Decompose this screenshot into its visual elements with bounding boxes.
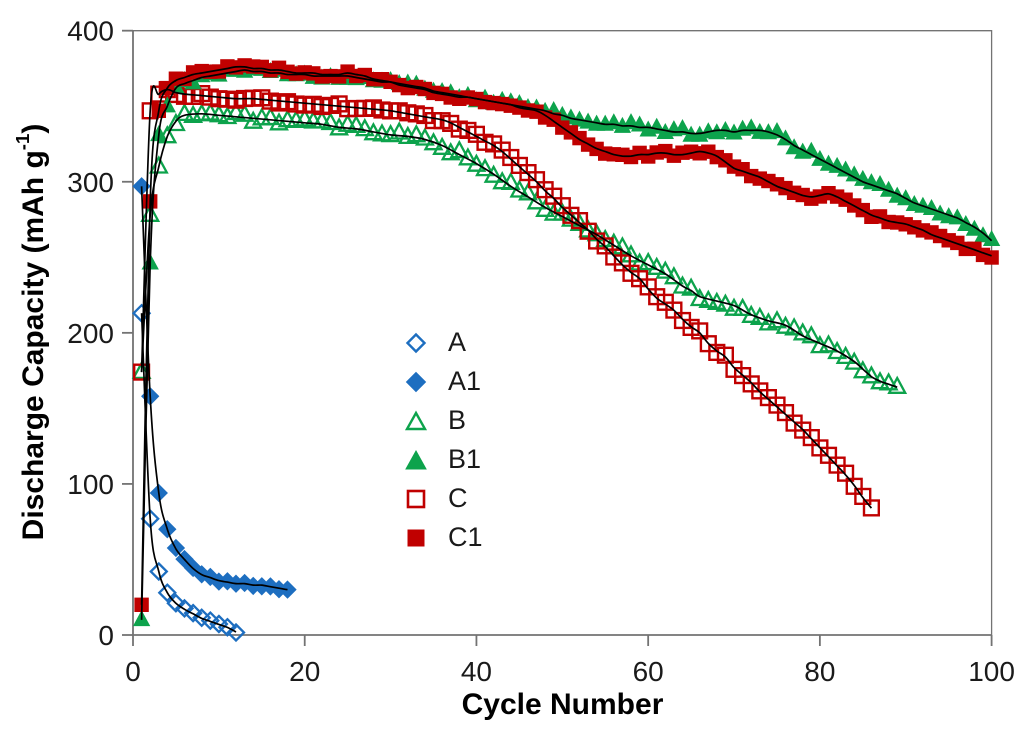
y-axis-title-superscript: -1 <box>12 133 34 151</box>
x-tick-label: 60 <box>633 656 664 687</box>
y-tick-label: 400 <box>67 16 114 47</box>
legend-label-a: A <box>448 327 467 357</box>
legend-item-c1: C1 <box>404 518 483 557</box>
x-tick-label: 100 <box>968 656 1015 687</box>
legend-label-b1: B1 <box>448 444 482 474</box>
series-A1-trend-line <box>140 186 288 591</box>
x-tick-label: 20 <box>289 656 320 687</box>
x-axis-title: Cycle Number <box>461 688 664 721</box>
legend-item-b1: B1 <box>404 440 483 479</box>
series-B-markers <box>131 101 908 394</box>
y-tick-label: 200 <box>67 318 114 349</box>
legend-label-b: B <box>448 405 467 435</box>
legend-item-c: C <box>404 479 483 518</box>
filled-diamond-icon <box>405 371 427 392</box>
open-square-icon <box>406 489 426 508</box>
legend-item-a1: A1 <box>404 362 483 401</box>
y-axis-title: Discharge Capacity (mAh g-1) <box>12 123 51 541</box>
y-tick-label: 300 <box>67 167 114 198</box>
series-A1-markers <box>132 177 297 599</box>
x-tick-label: 0 <box>125 656 141 687</box>
series-B1-trend-line <box>140 69 993 620</box>
trend-lines <box>140 65 993 633</box>
open-triangle-icon <box>404 410 428 430</box>
legend-item-a: A <box>404 323 483 362</box>
series-A-trend-line <box>140 313 237 633</box>
y-axis-title-text: Discharge Capacity (mAh g <box>17 150 50 541</box>
legend-label-a1: A1 <box>448 366 482 396</box>
legend-label-c: C <box>448 483 468 513</box>
filled-square-icon <box>407 529 425 546</box>
legend: A A1 B B1 C <box>404 323 483 557</box>
series-C-trend-line <box>140 85 873 509</box>
legend-label-c1: C1 <box>448 522 483 552</box>
open-diamond-icon <box>405 332 427 353</box>
y-tick-label: 0 <box>98 620 114 651</box>
axis-ticks-and-labels: 0 100 200 300 400 0 20 40 60 80 100 <box>67 16 1015 687</box>
x-tick-label: 80 <box>804 656 835 687</box>
series-C-markers <box>132 80 881 517</box>
y-tick-label: 100 <box>67 469 114 500</box>
y-axis-title-close: ) <box>17 123 50 134</box>
filled-triangle-icon <box>405 449 427 469</box>
x-tick-label: 40 <box>461 656 492 687</box>
series-B-trend-line <box>140 112 898 389</box>
series-C1-markers <box>134 58 999 613</box>
series-B1-markers <box>132 59 1001 627</box>
series-C1-trend-line <box>140 65 992 605</box>
legend-item-b: B <box>404 401 483 440</box>
